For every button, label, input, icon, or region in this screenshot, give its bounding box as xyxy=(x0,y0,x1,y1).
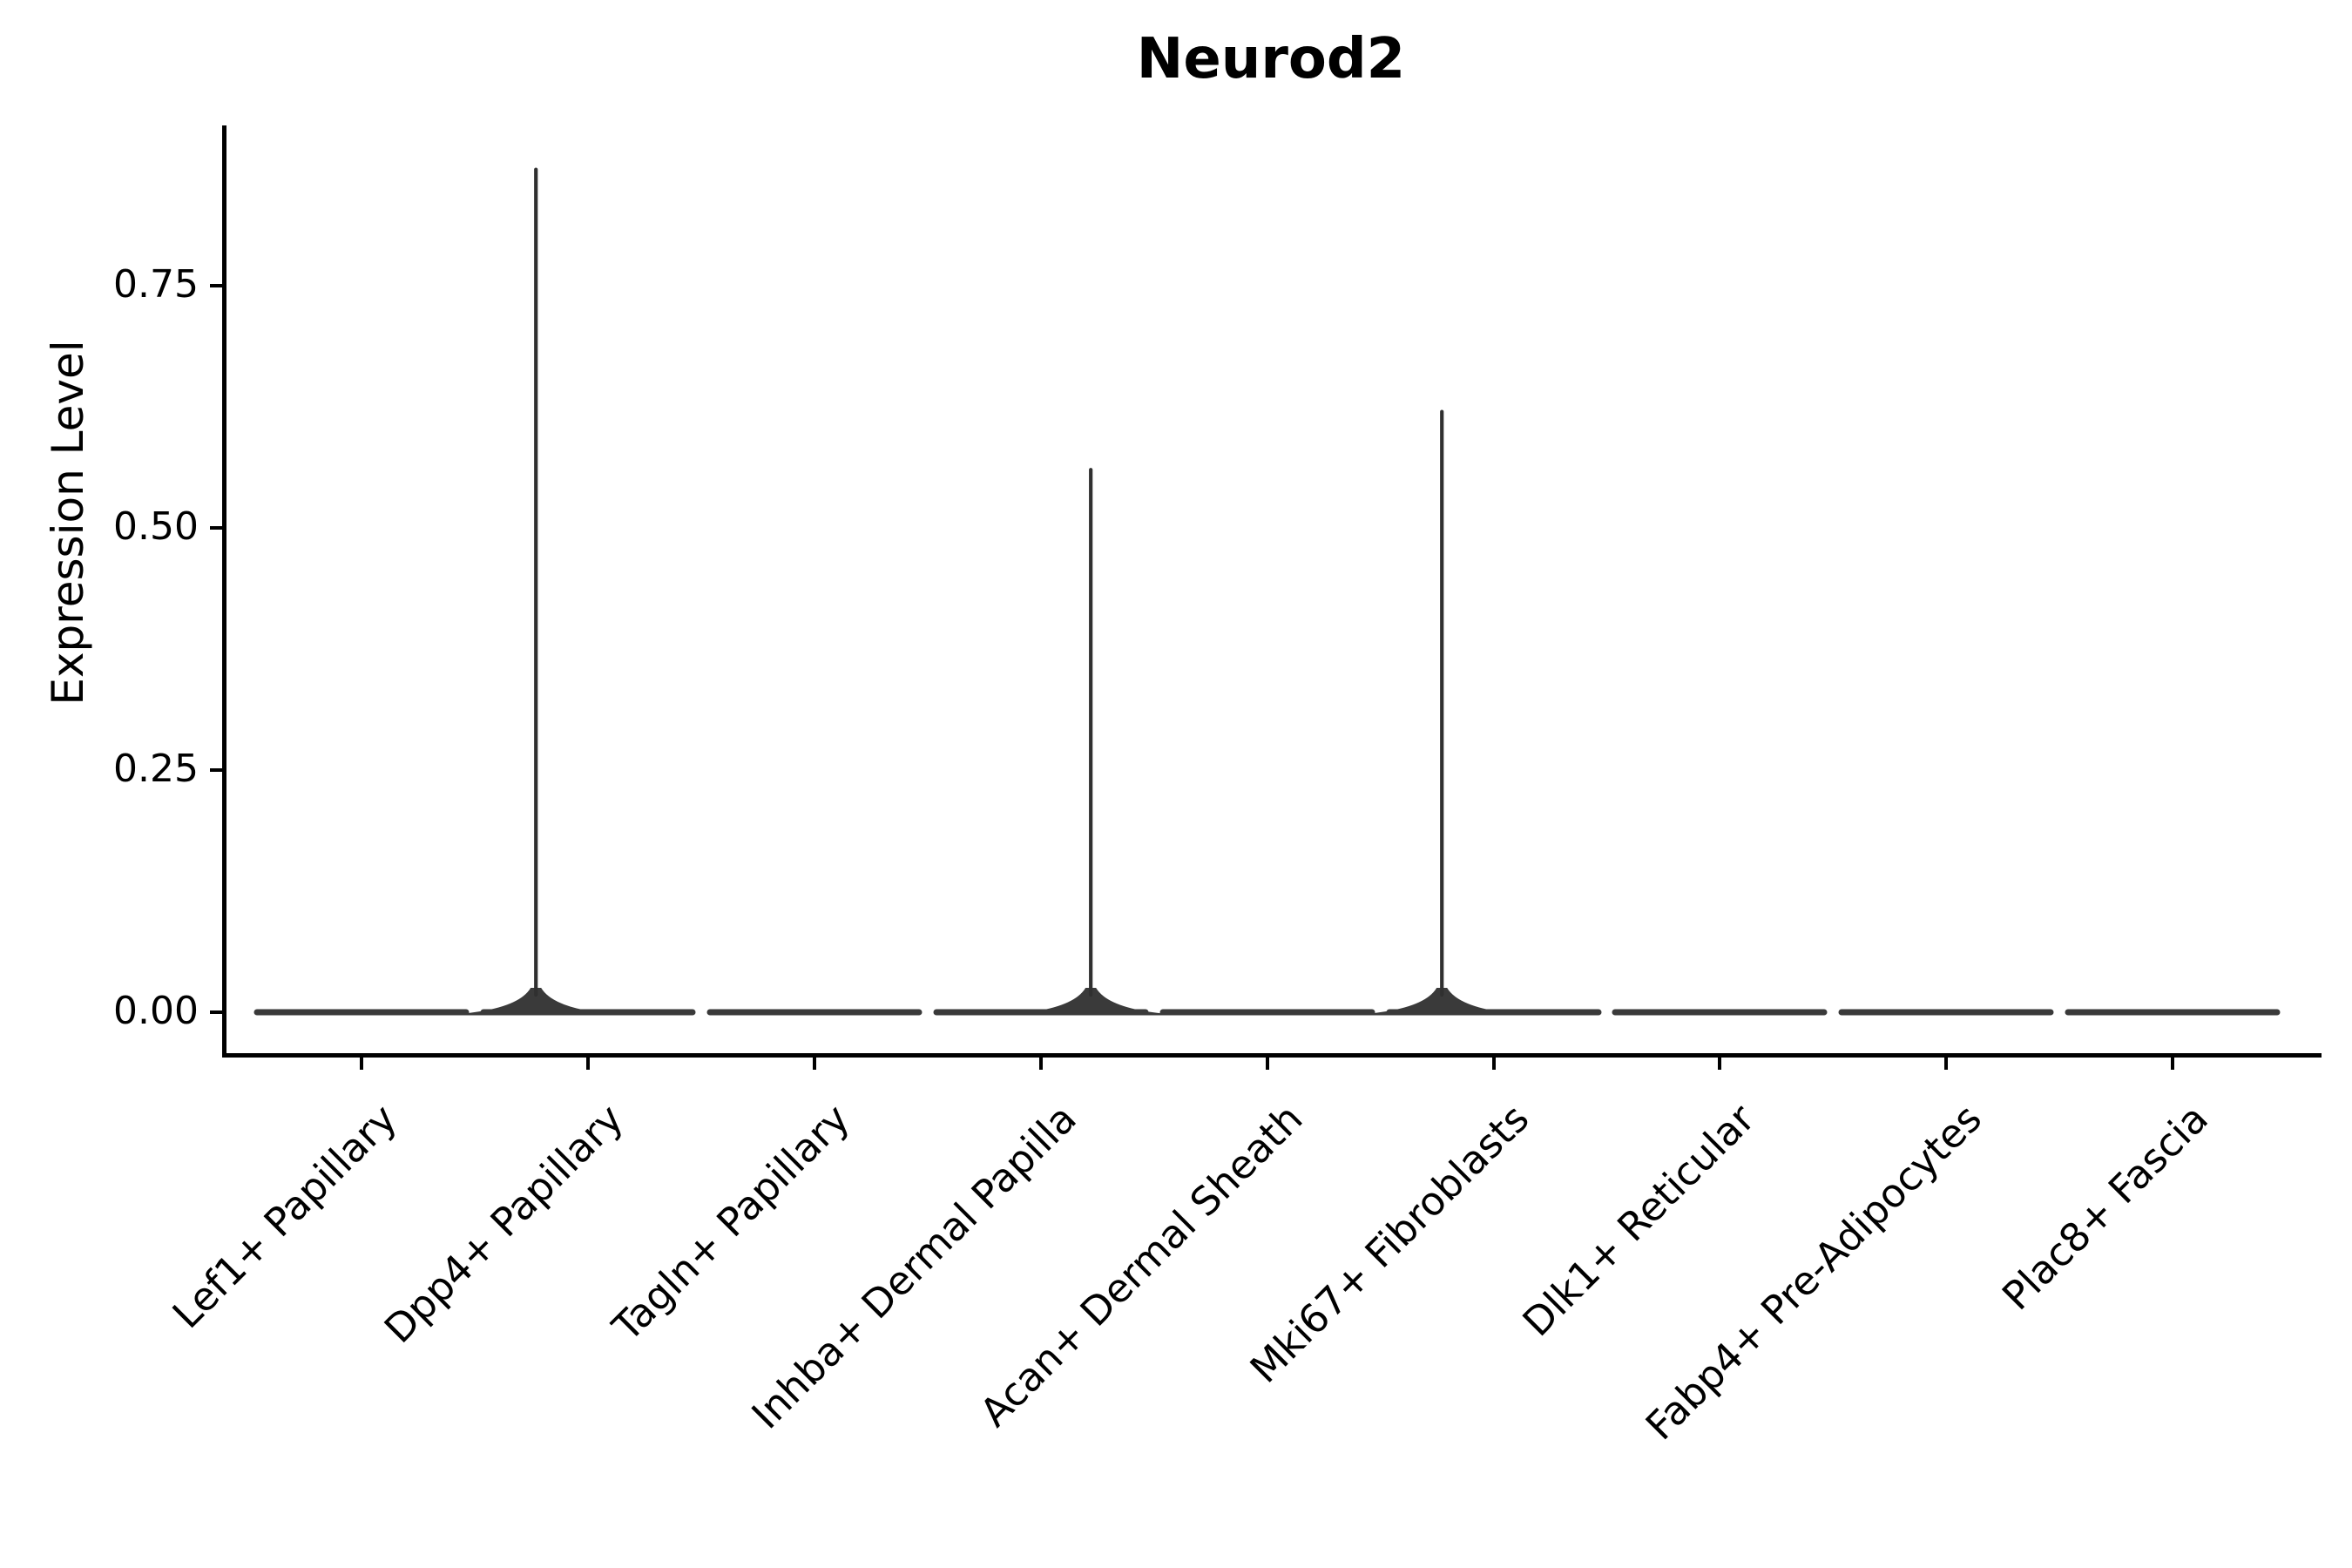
y-tick-label: 0.75 xyxy=(113,262,199,308)
x-tick-mark xyxy=(1266,1057,1269,1070)
y-tick-mark xyxy=(210,768,223,772)
y-tick-mark xyxy=(210,1010,223,1014)
x-tick-mark xyxy=(1492,1057,1496,1070)
violin-flare xyxy=(1014,988,1168,1016)
x-tick-mark xyxy=(1039,1057,1043,1070)
violin xyxy=(459,167,696,1016)
x-tick-mark xyxy=(360,1057,363,1070)
violin xyxy=(1365,409,1602,1016)
y-tick-label: 0.25 xyxy=(113,747,199,792)
x-tick-mark xyxy=(586,1057,590,1070)
y-tick-mark xyxy=(210,526,223,530)
x-tick-mark xyxy=(2171,1057,2174,1070)
y-tick-label: 0.00 xyxy=(113,989,199,1034)
x-tick-mark xyxy=(813,1057,816,1070)
x-tick-mark xyxy=(1718,1057,1721,1070)
x-tick-mark xyxy=(1944,1057,1948,1070)
y-tick-mark xyxy=(210,284,223,287)
violin xyxy=(933,468,1168,1016)
violin-flare xyxy=(459,988,613,1016)
plot-area xyxy=(222,125,2322,1058)
violin-flare xyxy=(1365,988,1519,1016)
chart-title: Neurod2 xyxy=(1136,27,1406,91)
y-tick-label: 0.50 xyxy=(113,504,199,550)
